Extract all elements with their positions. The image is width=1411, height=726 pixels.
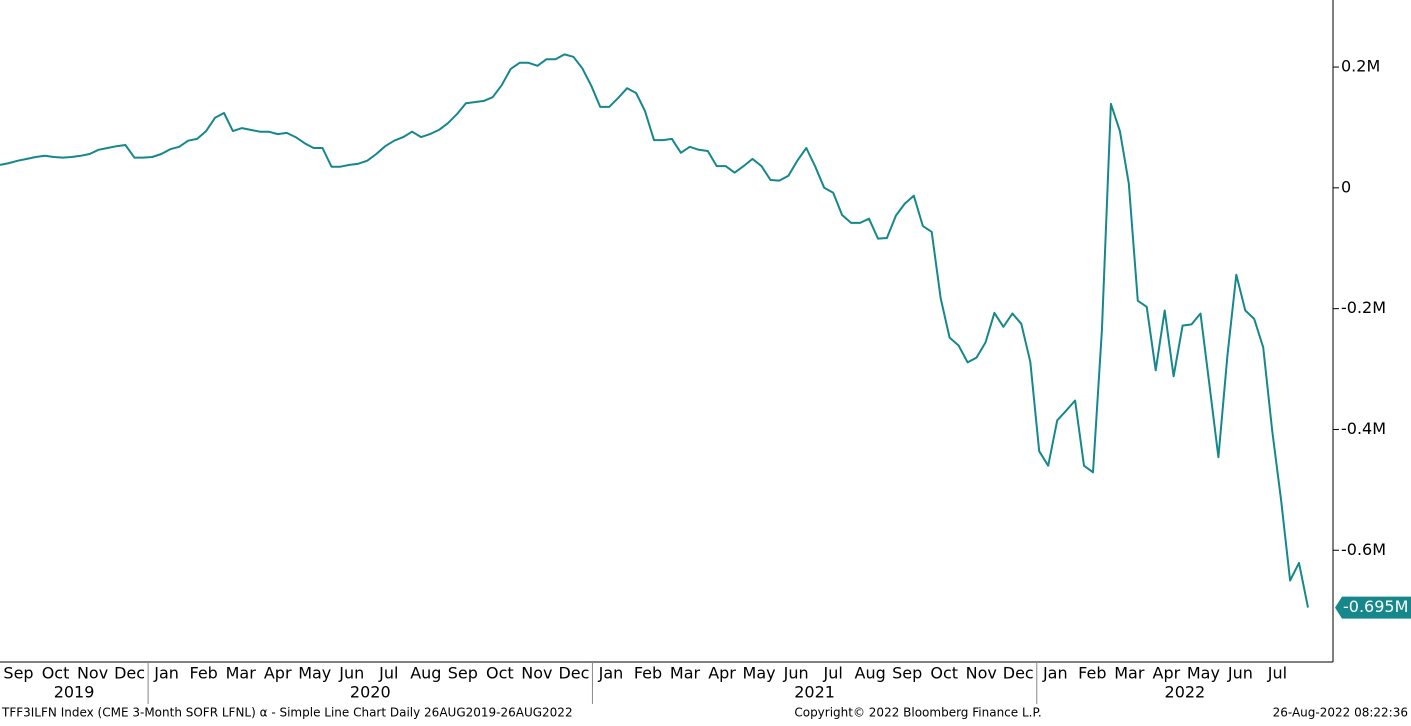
x-tick-label: Aug [410,664,441,683]
x-tick-label: Dec [1003,664,1034,683]
year-label: 2022 [1165,683,1206,702]
x-tick-label: Sep [448,664,478,683]
x-tick-label: Mar [226,664,257,683]
last-value-tag [1335,596,1411,619]
x-tick-label: Oct [930,664,958,683]
year-label: 2020 [350,683,391,702]
x-tick-label: May [743,664,776,683]
x-tick-label: Apr [264,664,292,683]
x-tick-label: Nov [521,664,552,683]
x-tick-label: Jun [1227,664,1253,683]
x-tick-label: Jan [153,664,179,683]
y-tick-label: -0.6M [1341,540,1386,559]
x-tick-label: Feb [1078,664,1106,683]
x-tick-label: Jul [822,664,842,683]
x-tick-label: Sep [892,664,922,683]
x-tick-label: May [1187,664,1220,683]
x-tick-label: Jul [378,664,398,683]
x-tick-label: Dec [114,664,145,683]
footer-center: Copyright© 2022 Bloomberg Finance L.P. [794,706,1041,720]
year-label: 2019 [54,683,95,702]
x-tick-label: Oct [42,664,70,683]
x-tick-label: Sep [3,664,33,683]
x-tick-label: May [298,664,331,683]
x-tick-label: Dec [558,664,589,683]
x-tick-label: Apr [1153,664,1181,683]
y-tick-label: 0.2M [1341,57,1380,76]
x-tick-label: Jul [1267,664,1287,683]
y-tick-label: -0.2M [1341,298,1386,317]
footer-left: TFF3ILFN Index (CME 3-Month SOFR LFNL) α… [1,706,573,720]
footer-right: 26-Aug-2022 08:22:36 [1273,706,1408,720]
x-tick-label: Oct [486,664,514,683]
x-tick-label: Jun [783,664,809,683]
x-tick-label: Mar [670,664,701,683]
x-tick-label: Feb [189,664,217,683]
x-tick-label: Jan [598,664,624,683]
x-tick-label: Nov [77,664,108,683]
y-tick-label: 0 [1341,177,1351,196]
x-tick-label: Jan [1042,664,1068,683]
x-tick-label: Nov [966,664,997,683]
year-label: 2021 [794,683,835,702]
x-tick-label: Feb [634,664,662,683]
y-tick-label: -0.4M [1341,419,1386,438]
x-tick-label: Aug [855,664,886,683]
x-tick-label: Apr [708,664,736,683]
x-tick-label: Jun [338,664,364,683]
last-value-label: -0.695M [1343,597,1408,616]
x-tick-label: Mar [1114,664,1145,683]
data-line [0,53,1309,608]
